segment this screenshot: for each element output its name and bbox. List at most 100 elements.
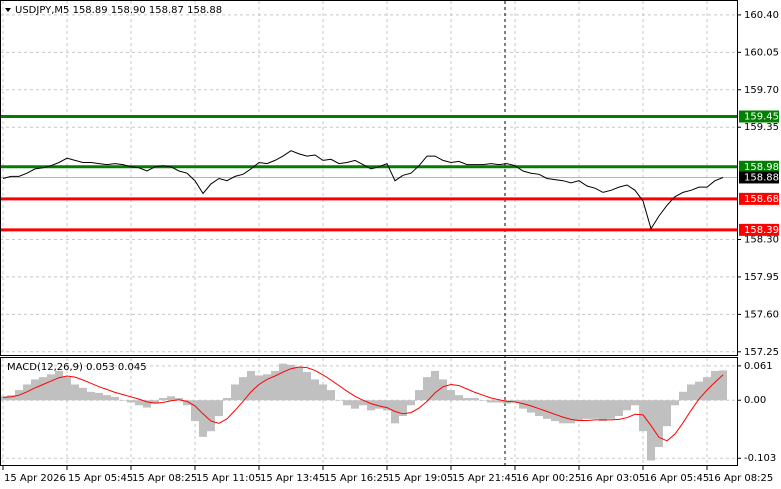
- x-tick-label: 15 Apr 21:45: [452, 473, 517, 484]
- histogram-bar: [231, 384, 239, 401]
- price-line: [2, 150, 724, 231]
- histogram-bar: [167, 396, 175, 401]
- histogram-bar: [543, 400, 551, 419]
- histogram-bar: [527, 400, 535, 413]
- histogram-bar: [583, 400, 591, 419]
- x-tick-label: 15 Apr 08:25: [132, 473, 197, 484]
- histogram-bar: [487, 400, 495, 403]
- y-tick-label: -0.103: [744, 453, 776, 464]
- chart-title: USDJPY,M5 158.89 158.90 158.87 158.88: [15, 5, 222, 16]
- histogram-bar: [607, 400, 615, 419]
- x-tick-label: 15 Apr 11:05: [196, 473, 261, 484]
- y-tick-label: 157.60: [744, 309, 779, 320]
- y-tick-label: 0.061: [744, 361, 773, 372]
- histogram-bar: [95, 392, 103, 401]
- histogram-bar: [295, 367, 303, 401]
- histogram-bar: [679, 391, 687, 401]
- panel-frame: [0, 0, 738, 356]
- histogram-bar: [39, 377, 47, 401]
- histogram-bar: [303, 372, 311, 401]
- histogram-bar: [479, 400, 487, 401]
- histogram-bar: [103, 395, 111, 401]
- histogram-bar: [207, 400, 215, 432]
- histogram-bar: [455, 395, 463, 401]
- histogram-bar: [263, 374, 271, 401]
- histogram-bar: [23, 384, 31, 401]
- macd-title: MACD(12,26,9) 0.053 0.045: [7, 362, 147, 373]
- histogram-bar: [575, 400, 583, 422]
- level-tag-label: 158.98: [744, 162, 779, 173]
- histogram-bar: [111, 396, 119, 401]
- histogram-bar: [535, 400, 543, 417]
- histogram-bar: [711, 370, 719, 401]
- histogram-bar: [151, 400, 159, 404]
- histogram-bar: [0, 396, 7, 401]
- histogram-bar: [359, 400, 367, 406]
- histogram-bar: [647, 400, 655, 461]
- histogram-bar: [79, 387, 87, 401]
- x-tick-label: 16 Apr 05:45: [644, 473, 709, 484]
- histogram-bar: [135, 400, 143, 406]
- histogram-bar: [319, 384, 327, 401]
- histogram-bar: [279, 363, 287, 401]
- histogram-bar: [31, 379, 39, 401]
- x-tick-label: 16 Apr 03:05: [580, 473, 645, 484]
- histogram-bar: [503, 400, 511, 404]
- histogram-bar: [247, 370, 255, 401]
- histogram-bar: [287, 364, 295, 401]
- level-tag: [739, 110, 779, 123]
- histogram-bar: [511, 400, 519, 403]
- x-tick-label: 16 Apr 00:25: [516, 473, 581, 484]
- histogram-bar: [127, 400, 135, 403]
- histogram-bar: [191, 400, 199, 422]
- histogram-bar: [591, 400, 599, 419]
- level-tag-label: 158.39: [744, 225, 779, 236]
- histogram-bar: [671, 400, 679, 406]
- histogram-bar: [119, 400, 127, 401]
- histogram-bar: [663, 400, 671, 427]
- histogram-bar: [343, 400, 351, 406]
- histogram-bar: [327, 390, 335, 401]
- y-tick-label: 160.40: [744, 10, 779, 21]
- level-tag: [739, 192, 779, 205]
- histogram-bar: [399, 400, 407, 417]
- y-tick-label: 158.30: [744, 234, 779, 245]
- histogram-bar: [375, 400, 383, 409]
- histogram-bar: [311, 379, 319, 401]
- y-tick-label: 159.35: [744, 122, 779, 133]
- level-tag: [739, 223, 779, 236]
- histogram-bar: [7, 395, 15, 401]
- histogram-bar: [175, 397, 183, 401]
- histogram-bar: [615, 400, 623, 417]
- histogram-bar: [159, 397, 167, 401]
- histogram-bar: [495, 400, 503, 403]
- histogram-bar: [423, 377, 431, 401]
- histogram-bar: [655, 400, 663, 447]
- menu-icon[interactable]: [5, 8, 11, 12]
- histogram-bar: [431, 370, 439, 401]
- histogram-bar: [415, 390, 423, 401]
- histogram-bar: [87, 391, 95, 401]
- histogram-bar: [239, 377, 247, 401]
- histogram-bar: [55, 370, 63, 401]
- histogram-bar: [559, 400, 567, 424]
- histogram-bar: [63, 377, 71, 401]
- x-tick-label: 16 Apr 08:25: [708, 473, 773, 484]
- histogram-bar: [567, 400, 575, 424]
- signal-line: [2, 366, 724, 442]
- level-tag: [739, 160, 779, 173]
- histogram-bar: [143, 400, 151, 408]
- x-tick-label: 15 Apr 2026: [4, 473, 66, 484]
- histogram-bar: [719, 370, 727, 401]
- histogram-bar: [447, 390, 455, 401]
- histogram-bar: [687, 384, 695, 401]
- histogram-bar: [367, 400, 375, 411]
- histogram-bar: [335, 400, 343, 401]
- histogram-bar: [271, 370, 279, 401]
- histogram-bar: [703, 377, 711, 401]
- histogram-bar: [351, 400, 359, 409]
- x-tick-label: 15 Apr 05:45: [68, 473, 133, 484]
- histogram-bar: [407, 400, 415, 406]
